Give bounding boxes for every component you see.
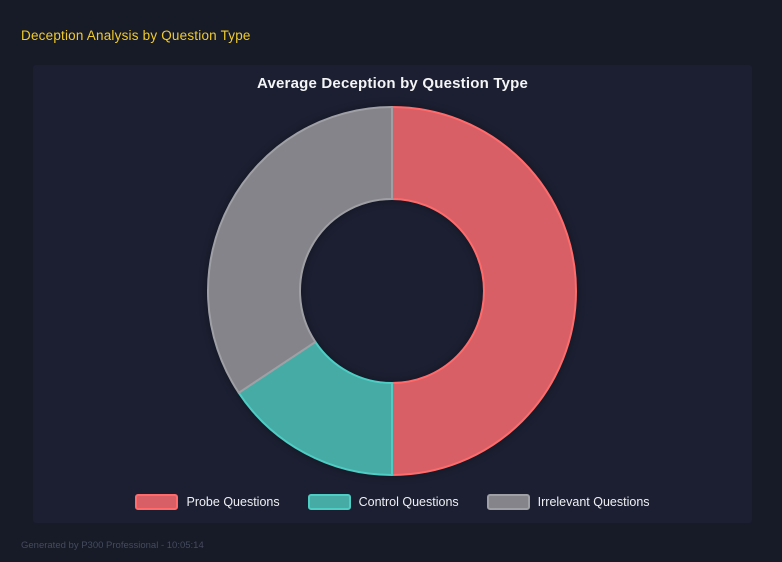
chart-panel: Average Deception by Question Type Probe… [33, 65, 752, 523]
legend-item-probe-questions[interactable]: Probe Questions [135, 494, 280, 510]
legend-label: Control Questions [358, 495, 459, 509]
chart-title: Average Deception by Question Type [256, 75, 529, 92]
donut-segment-control-questions[interactable] [237, 340, 393, 476]
donut-chart [207, 106, 577, 476]
legend-swatch-control-questions [307, 494, 351, 510]
legend-label: Irrelevant Questions [537, 495, 650, 509]
legend-item-irrelevant-questions[interactable]: Irrelevant Questions [486, 494, 650, 510]
legend-item-control-questions[interactable]: Control Questions [307, 494, 459, 510]
chart-legend: Probe Questions Control Questions Irreleva… [33, 494, 752, 510]
page-title: Deception Analysis by Question Type [21, 28, 251, 43]
legend-swatch-irrelevant-questions [486, 494, 530, 510]
donut-segment-probe-questions[interactable] [391, 106, 577, 476]
donut-segment-irrelevant-questions[interactable] [207, 106, 393, 394]
legend-label: Probe Questions [186, 495, 280, 509]
footer-status-text: Generated by P300 Professional - 10:05:1… [21, 540, 204, 551]
legend-swatch-probe-questions [135, 494, 179, 510]
